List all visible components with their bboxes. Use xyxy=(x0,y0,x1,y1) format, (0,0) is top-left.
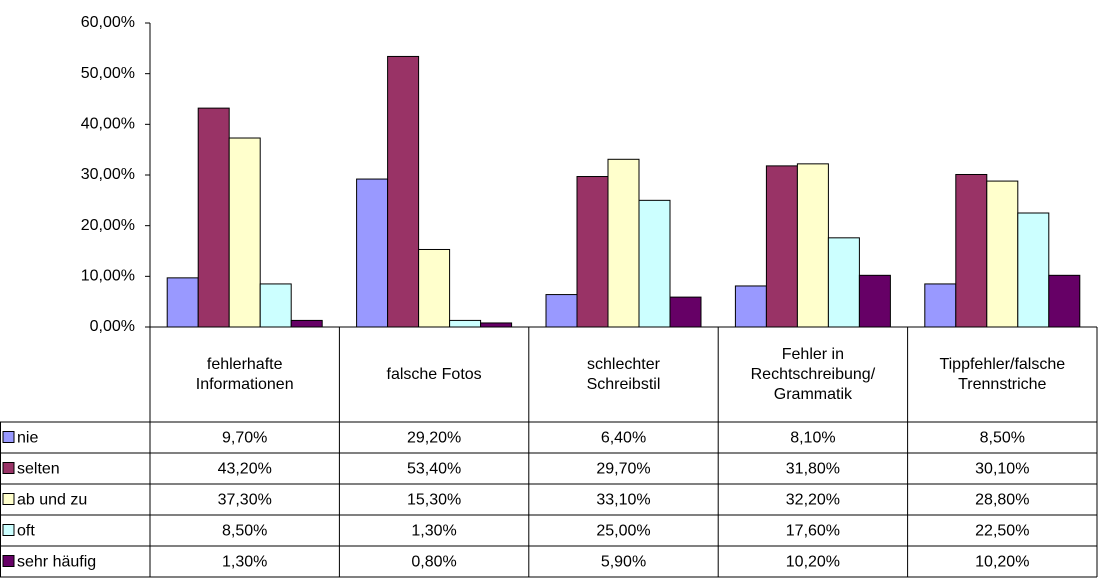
legend-label: selten xyxy=(17,461,60,478)
bar xyxy=(166,277,199,328)
table-value: 1,30% xyxy=(411,523,456,540)
category-cell: Fehler in Rechtschreibung/ Grammatik xyxy=(750,345,876,403)
y-tick-label: 50,00% xyxy=(81,65,135,82)
bar xyxy=(1048,274,1081,328)
table-value: 29,70% xyxy=(596,461,650,478)
bar xyxy=(197,107,230,328)
legend-label: oft xyxy=(17,523,35,540)
table-value: 10,20% xyxy=(786,554,840,571)
legend-label: ab und zu xyxy=(17,492,87,509)
category-cell: Tippfehler/falsche Trennstriche xyxy=(939,355,1066,393)
table-value: 8,10% xyxy=(790,430,835,447)
table-value: 15,30% xyxy=(407,492,461,509)
bar xyxy=(669,296,702,328)
bar xyxy=(986,180,1019,328)
table-value: 33,10% xyxy=(596,492,650,509)
bar xyxy=(387,55,420,328)
bar xyxy=(734,285,767,328)
bar xyxy=(955,173,988,328)
bar xyxy=(796,163,829,328)
bar xyxy=(1017,212,1050,328)
y-tick-label: 10,00% xyxy=(81,268,135,285)
category-cell: falsche Fotos xyxy=(386,365,482,383)
y-tick-label: 20,00% xyxy=(81,217,135,234)
legend-label: sehr häufig xyxy=(17,554,96,571)
table-value: 10,20% xyxy=(975,554,1029,571)
table-value: 29,20% xyxy=(407,430,461,447)
table-value: 8,50% xyxy=(222,523,267,540)
x-tick-label: fehlerhafte Informationen xyxy=(195,355,294,393)
bar xyxy=(765,165,798,328)
x-tick-label: falsche Fotos xyxy=(386,365,482,383)
bar xyxy=(449,319,482,328)
legend-key xyxy=(2,431,15,443)
table-value: 28,80% xyxy=(975,492,1029,509)
legend-key xyxy=(2,493,15,505)
legend-key xyxy=(2,462,15,474)
table-value: 22,50% xyxy=(975,523,1029,540)
table-value: 32,20% xyxy=(786,492,840,509)
table-value: 30,10% xyxy=(975,461,1029,478)
bar xyxy=(259,283,292,328)
bar xyxy=(356,178,389,328)
bar xyxy=(858,274,891,328)
table-value: 9,70% xyxy=(222,430,267,447)
bar xyxy=(228,137,261,328)
category-cell: schlechter Schreibstil xyxy=(586,355,661,393)
bar xyxy=(924,283,957,328)
bar xyxy=(607,158,640,328)
y-tick-label: 40,00% xyxy=(81,116,135,133)
legend-key xyxy=(2,555,15,567)
table-value: 43,20% xyxy=(218,461,272,478)
bar xyxy=(290,319,323,328)
table-value: 25,00% xyxy=(596,523,650,540)
y-tick-label: 60,00% xyxy=(81,14,135,31)
table-value: 53,40% xyxy=(407,461,461,478)
y-tick-label: 30,00% xyxy=(81,166,135,183)
x-tick-label: Tippfehler/falsche Trennstriche xyxy=(939,355,1066,393)
table-value: 5,90% xyxy=(601,554,646,571)
bar xyxy=(638,199,671,328)
bar xyxy=(545,294,578,328)
legend-key xyxy=(2,524,15,536)
table-value: 8,50% xyxy=(980,430,1025,447)
table-value: 6,40% xyxy=(601,430,646,447)
legend-label: nie xyxy=(17,430,38,447)
table-value: 0,80% xyxy=(411,554,456,571)
category-cell: fehlerhafte Informationen xyxy=(195,355,294,393)
bar xyxy=(576,176,609,328)
table-value: 17,60% xyxy=(786,523,840,540)
x-tick-label: Fehler in Rechtschreibung/ Grammatik xyxy=(750,345,876,403)
y-tick-label: 0,00% xyxy=(90,318,135,335)
table-value: 37,30% xyxy=(218,492,272,509)
table-value: 1,30% xyxy=(222,554,267,571)
table-value: 31,80% xyxy=(786,461,840,478)
x-tick-label: schlechter Schreibstil xyxy=(586,355,661,393)
bar xyxy=(418,248,451,328)
bar xyxy=(827,237,860,328)
